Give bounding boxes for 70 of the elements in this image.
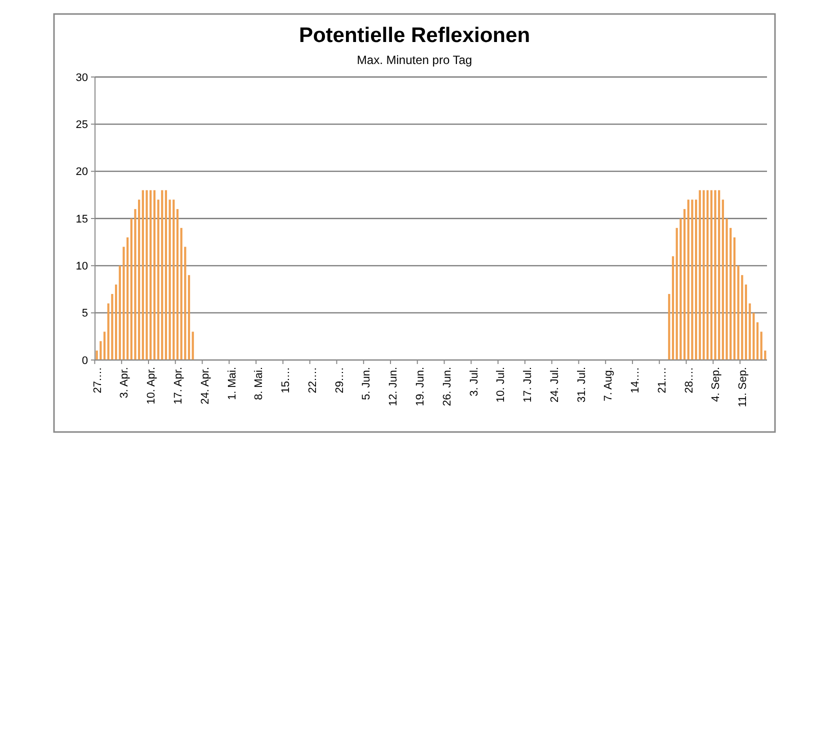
x-tick-label: 1. Mai. xyxy=(226,367,238,400)
x-tick-label: 27.… xyxy=(92,367,104,394)
bar xyxy=(722,200,724,360)
x-tick-label: 24. Apr. xyxy=(199,367,212,404)
bar xyxy=(192,332,194,360)
bar xyxy=(680,218,682,360)
x-tick-label: 14.… xyxy=(630,367,642,394)
bar xyxy=(694,200,698,360)
x-tick-label: 8. Mai. xyxy=(253,367,266,400)
x-tick-label: 12. Jun. xyxy=(388,367,400,406)
bar xyxy=(691,200,694,360)
chart-title: Potentielle Reflexionen xyxy=(298,24,530,47)
x-tick-label: 31. Jul. xyxy=(576,367,588,402)
bar xyxy=(714,190,716,360)
y-tick-label: 0 xyxy=(82,354,88,367)
bar xyxy=(702,190,705,360)
y-tick-label: 30 xyxy=(76,72,88,84)
x-tick-label: 26. Jun. xyxy=(441,367,454,406)
bar xyxy=(103,332,106,360)
bar xyxy=(733,237,736,360)
bar xyxy=(111,294,114,360)
x-tick-label: 28.… xyxy=(683,367,696,394)
x-tick-label: 15.… xyxy=(280,367,292,394)
x-tick-label: 24. Jul. xyxy=(548,367,561,402)
bar xyxy=(164,190,168,360)
bar xyxy=(180,228,182,360)
x-tick-label: 17. Apr. xyxy=(172,367,184,404)
x-tick-label: 19. Jun. xyxy=(414,367,426,406)
bar xyxy=(744,284,748,360)
bar xyxy=(150,190,152,360)
chart-subtitle: Max. Minuten pro Tag xyxy=(356,53,472,67)
bar xyxy=(172,200,175,360)
bar xyxy=(146,190,148,360)
x-tick-label: 7. Aug. xyxy=(602,367,615,402)
x-tick-label: 17. Jul. xyxy=(522,367,534,402)
bar xyxy=(710,190,712,360)
x-tick-label: 11. Sep. xyxy=(737,367,750,408)
bar xyxy=(672,256,674,360)
bar xyxy=(138,200,140,360)
y-tick-label: 15 xyxy=(76,213,88,226)
bar xyxy=(161,190,164,360)
bar xyxy=(756,322,759,360)
y-tick-label: 25 xyxy=(76,119,88,132)
bar xyxy=(126,237,129,360)
bar xyxy=(142,190,144,360)
x-tick-label: 21.… xyxy=(656,367,668,394)
x-tick-label: 5. Jun. xyxy=(360,367,373,400)
bar xyxy=(706,190,709,360)
y-tick-label: 5 xyxy=(82,308,88,320)
x-tick-label: 10. Apr. xyxy=(146,367,158,404)
bar xyxy=(718,190,720,360)
y-tick-label: 20 xyxy=(76,166,88,178)
bar xyxy=(176,209,179,360)
bar xyxy=(153,190,156,360)
y-tick-label: 10 xyxy=(76,260,88,273)
bar xyxy=(668,294,670,360)
bar xyxy=(760,332,762,360)
bar xyxy=(698,190,701,360)
bar xyxy=(114,284,118,360)
x-tick-label: 22.… xyxy=(306,367,319,394)
x-tick-label: 10. Jul. xyxy=(495,367,508,402)
x-tick-label: 4. Sep. xyxy=(710,367,722,402)
x-tick-label: 29.… xyxy=(334,367,346,394)
bar xyxy=(683,209,686,360)
bar xyxy=(687,200,690,360)
bar xyxy=(748,303,751,360)
bar xyxy=(100,341,102,360)
bar xyxy=(188,275,190,360)
x-tick-label: 3. Apr. xyxy=(118,367,131,398)
x-tick-label: 3. Jul. xyxy=(468,367,480,396)
